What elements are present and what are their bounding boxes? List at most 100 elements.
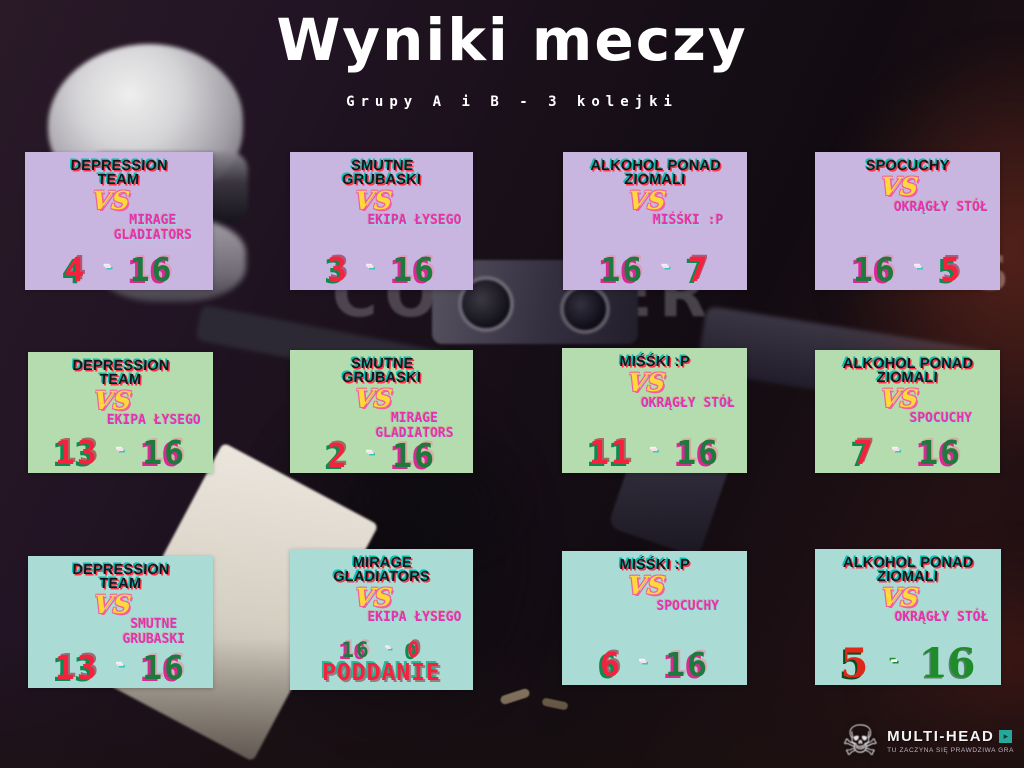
- team2-name: MIŚŚKI :P: [652, 213, 724, 229]
- match-card-4: SPOCUCHY VS OKRĄGŁY STÓŁ 16 - 5: [815, 152, 1000, 290]
- score-team1: 4: [64, 249, 87, 289]
- score-dash: -: [660, 254, 672, 277]
- team1-name: MIRAGE GLADIATORS: [332, 555, 430, 585]
- team1-name: ALKOHOL PONAD ZIOMALI: [589, 158, 722, 188]
- team1-name: SMUTNE GRUBASKI: [341, 356, 422, 386]
- score-line: 5 - 16: [815, 640, 1001, 687]
- match-card-5: DEPRESSION TEAM VS EKIPA ŁYSEGO 13 - 16: [28, 352, 213, 473]
- vs-label: VS: [92, 589, 133, 619]
- team2-name: EKIPA ŁYSEGO: [367, 610, 462, 626]
- score-dash: -: [114, 652, 127, 675]
- vs-label: VS: [90, 185, 132, 215]
- score-team2: 16: [392, 436, 437, 476]
- score-line: 16 - 5: [815, 249, 1000, 289]
- score-line: 6 - 16: [562, 644, 747, 684]
- vs-label: VS: [879, 383, 920, 413]
- page-title: Wyniki meczy: [276, 6, 748, 74]
- score-team1: 16: [600, 249, 645, 289]
- team2-name: OKRĄGŁY STÓŁ: [894, 610, 989, 626]
- brand-logo: ☠ MULTI-HEAD ▸ TU ZACZYNA SIĘ PRAWDZIWA …: [842, 720, 1014, 762]
- team1-name: DEPRESSION TEAM: [71, 358, 170, 388]
- vs-label: VS: [353, 582, 394, 612]
- vs-label: VS: [879, 171, 920, 201]
- score-team1: 13: [55, 432, 99, 472]
- team2-name: OKRĄGŁY STÓŁ: [893, 199, 988, 215]
- vs-label: VS: [626, 367, 667, 397]
- score-team2: 16: [129, 249, 174, 289]
- score-dash: -: [384, 640, 394, 657]
- score-dash: -: [648, 437, 661, 460]
- score-team1: 16: [852, 249, 897, 289]
- team1-name: ALKOHOL PONAD ZIOMALI: [842, 356, 974, 386]
- score-team2: 16: [676, 432, 720, 472]
- page-subtitle: Grupy A i B - 3 kolejki: [346, 94, 678, 110]
- score-team1: 5: [840, 640, 869, 687]
- score-dash: -: [102, 254, 114, 277]
- match-card-8: ALKOHOL PONAD ZIOMALI VS SPOCUCHY 7 - 16: [815, 350, 1000, 473]
- match-card-1: DEPRESSION TEAM VS MIRAGE GLADIATORS 4 -…: [25, 152, 213, 290]
- score-dash: -: [888, 649, 900, 671]
- match-card-9: DEPRESSION TEAM VS SMUTNE GRUBASKI 13 - …: [28, 556, 213, 688]
- match-card-3: ALKOHOL PONAD ZIOMALI VS MIŚŚKI :P 16 - …: [563, 152, 747, 290]
- score-team1: 13: [55, 647, 99, 687]
- vs-label: VS: [92, 385, 133, 415]
- vs-label: VS: [626, 185, 668, 215]
- score-dash: -: [912, 254, 925, 277]
- score-line: 13 - 16: [28, 432, 213, 472]
- score-team2: 16: [142, 432, 186, 472]
- score-dash: -: [890, 437, 903, 460]
- match-card-7: MIŚŚKI :P VS OKRĄGŁY STÓŁ 11 - 16: [562, 348, 747, 473]
- brand-name: MULTI-HEAD: [887, 728, 995, 745]
- vs-label: VS: [353, 383, 394, 413]
- team2-name: OKRĄGŁY STÓŁ: [640, 395, 735, 411]
- score-line: 4 - 16: [25, 249, 213, 289]
- score-line: 16 - 7: [563, 249, 747, 289]
- score-team1: 11: [589, 432, 633, 472]
- score-team2: 0: [407, 638, 422, 663]
- team2-name: MIRAGE GLADIATORS: [375, 411, 454, 442]
- brand-tagline: TU ZACZYNA SIĘ PRAWDZIWA GRA: [887, 747, 1014, 754]
- score-dash: -: [364, 254, 377, 277]
- team2-name: MIRAGE GLADIATORS: [113, 213, 192, 244]
- score-line: 11 - 16: [562, 432, 747, 472]
- brand-text-block: MULTI-HEAD ▸ TU ZACZYNA SIĘ PRAWDZIWA GR…: [887, 728, 1014, 754]
- surrender-note: PODDANIE: [322, 660, 441, 686]
- match-card-2: SMUTNE GRUBASKI VS EKIPA ŁYSEGO 3 - 16: [290, 152, 473, 290]
- brand-badge-icon: ▸: [999, 730, 1013, 743]
- score-team2: 7: [687, 249, 710, 289]
- team2-name: SMUTNE GRUBASKI: [122, 617, 186, 648]
- score-team1: 2: [326, 436, 349, 476]
- skull-icon: ☠: [841, 716, 880, 765]
- score-dash: -: [364, 441, 377, 464]
- team2-name: SPOCUCHY: [656, 598, 720, 614]
- team1-name: ALKOHOL PONAD ZIOMALI: [842, 555, 975, 585]
- vs-label: VS: [879, 582, 921, 612]
- score-team1: 16: [341, 638, 371, 663]
- score-line: 7 - 16: [815, 432, 1000, 472]
- team2-name: SPOCUCHY: [909, 411, 973, 427]
- scope-lens-art: [560, 284, 610, 334]
- match-card-6: SMUTNE GRUBASKI VS MIRAGE GLADIATORS 2 -…: [290, 350, 473, 473]
- score-dash: -: [114, 437, 127, 460]
- score-team1: 7: [852, 432, 875, 472]
- score-line: 13 - 16: [28, 647, 213, 687]
- match-card-11: MIŚŚKI :P VS SPOCUCHY 6 - 16: [562, 551, 747, 685]
- vs-label: VS: [626, 570, 667, 600]
- score-team2: 16: [918, 432, 963, 472]
- team2-name: EKIPA ŁYSEGO: [367, 213, 462, 229]
- score-line: 3 - 16: [290, 249, 473, 289]
- team1-name: SMUTNE GRUBASKI: [341, 158, 422, 188]
- team1-name: DEPRESSION TEAM: [70, 158, 169, 188]
- score-team2: 16: [665, 644, 710, 684]
- score-team2: 5: [940, 249, 963, 289]
- team2-name: EKIPA ŁYSEGO: [106, 413, 201, 429]
- match-card-12: ALKOHOL PONAD ZIOMALI VS OKRĄGŁY STÓŁ 5 …: [815, 549, 1001, 685]
- match-card-10: MIRAGE GLADIATORS VS EKIPA ŁYSEGO 16 - 0…: [290, 549, 473, 690]
- vs-label: VS: [353, 185, 394, 215]
- score-team2: 16: [142, 647, 186, 687]
- score-team1: 6: [599, 644, 622, 684]
- score-dash: -: [637, 649, 650, 672]
- score-team2: 16: [392, 249, 437, 289]
- score-line: 16 - 0: [290, 638, 473, 663]
